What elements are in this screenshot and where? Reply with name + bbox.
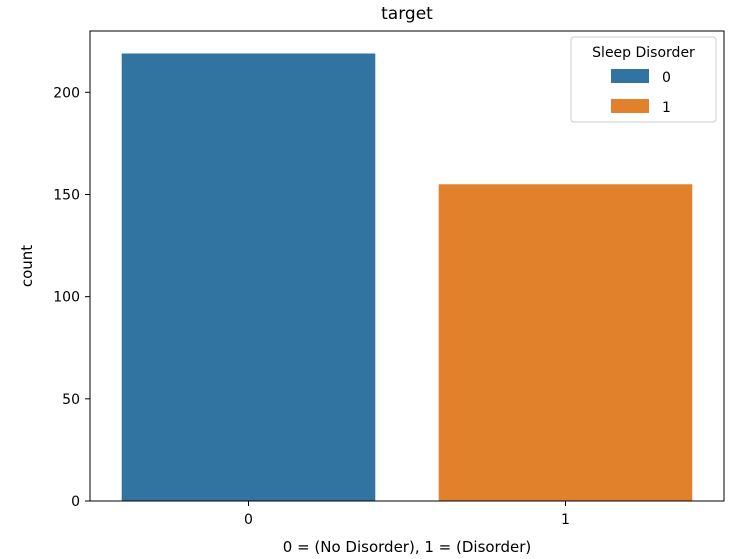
y-tick-label-50: 50: [62, 392, 80, 408]
plot-frame: [89, 30, 725, 502]
y-tick-label-100: 100: [53, 290, 80, 306]
y-tick-label-0: 0: [71, 494, 80, 510]
x-axis-label: 0 = (No Disorder), 1 = (Disorder): [283, 538, 531, 556]
chart-title: target: [381, 4, 433, 24]
legend-label-1: 1: [662, 100, 671, 116]
legend-label-0: 0: [662, 70, 671, 86]
bar-1: [438, 184, 693, 501]
x-tick-label-0: 0: [244, 512, 253, 528]
plot-area: 0 50 100 150 200 0 1: [53, 30, 725, 528]
legend: Sleep Disorder 0 1: [570, 36, 717, 123]
bar-0: [121, 53, 376, 501]
legend-title: Sleep Disorder: [592, 45, 695, 61]
y-tick-label-200: 200: [53, 85, 80, 101]
legend-swatch-0: [611, 69, 649, 83]
x-tick-label-1: 1: [561, 512, 570, 528]
legend-swatch-1: [611, 99, 649, 113]
y-tick-label-150: 150: [53, 187, 80, 203]
y-axis-label: count: [18, 245, 36, 287]
